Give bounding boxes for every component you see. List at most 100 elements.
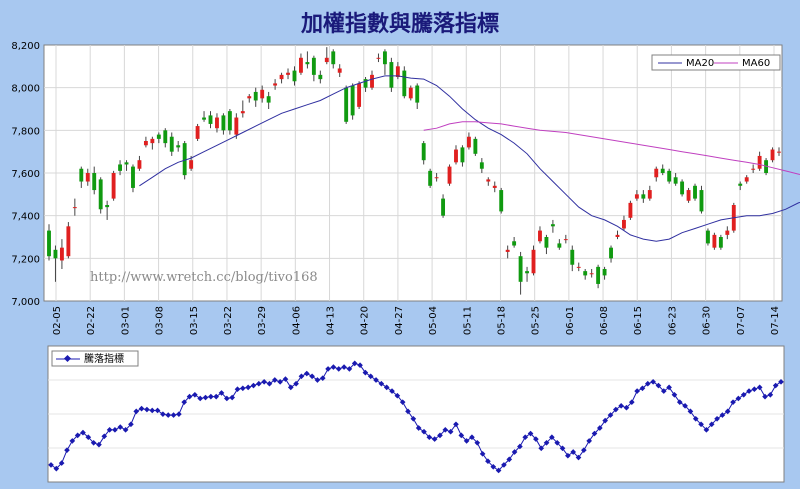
adl-point — [405, 408, 411, 415]
candle-body — [337, 68, 342, 73]
candle-body — [408, 87, 413, 99]
candle-body — [667, 170, 672, 182]
candle-body — [609, 247, 613, 259]
adl-point — [453, 421, 459, 428]
adl-point — [431, 436, 438, 442]
candle-body — [576, 266, 581, 268]
adl-point — [234, 386, 241, 393]
candle-body — [602, 269, 607, 276]
adl-point — [122, 427, 129, 433]
candle-body — [59, 247, 64, 261]
adl-point — [527, 430, 534, 437]
candle-body — [454, 149, 458, 163]
candle-body — [473, 138, 478, 154]
candle-body — [486, 179, 491, 182]
adl-point — [772, 382, 779, 389]
adl-point — [559, 445, 566, 452]
candle-body — [247, 96, 252, 99]
adl-point — [138, 405, 145, 412]
adl-points — [48, 360, 784, 474]
chart-title: 加權指數與騰落指標 — [300, 12, 499, 37]
candle-body — [72, 207, 77, 209]
candle-body — [331, 51, 336, 65]
candle-body — [292, 70, 297, 82]
candle-body — [751, 168, 756, 170]
adl-point — [543, 439, 550, 446]
candle-body — [318, 74, 323, 80]
adl-point — [554, 439, 561, 446]
adl-point — [607, 412, 614, 418]
candle-body — [234, 117, 239, 135]
adl-point — [644, 380, 651, 387]
adl-point — [346, 366, 353, 372]
price-x-axis: 02-05 02-22 03-01 03-08 03-15 03-22 03-29 04-06… — [52, 306, 781, 335]
adl-point — [618, 403, 624, 409]
adl-point — [106, 427, 113, 433]
adl-point — [335, 366, 342, 372]
adl-point — [575, 454, 582, 461]
candle-body — [118, 164, 122, 171]
candle-body — [738, 183, 743, 186]
price-x-tick: 03-22 — [223, 306, 234, 335]
candle-body — [202, 117, 206, 120]
adl-point — [202, 394, 209, 401]
watermark: http://www.wretch.cc/blog/tivo168 — [90, 270, 318, 285]
adl-point — [64, 447, 70, 453]
candle-body — [260, 89, 265, 99]
adl-point — [756, 384, 763, 391]
adl-point — [90, 439, 97, 446]
candle-body — [563, 239, 568, 241]
adl-point — [293, 380, 299, 387]
candle-body — [227, 111, 232, 131]
candle-body — [699, 190, 704, 212]
adl-point — [650, 379, 656, 385]
adl-point — [511, 449, 518, 455]
candle-body — [131, 166, 135, 188]
adl-point — [714, 415, 720, 422]
candle-body — [279, 74, 284, 80]
candle-body — [544, 237, 549, 248]
candle-body — [98, 179, 103, 210]
price-y-tick: 7,200 — [11, 254, 40, 265]
candle-body — [150, 138, 155, 144]
candle-body — [324, 57, 329, 63]
adl-point — [144, 406, 150, 413]
adl-point — [410, 415, 417, 422]
candle-body — [137, 160, 142, 169]
price-x-tick: 06-15 — [633, 306, 644, 335]
candle-body — [111, 173, 116, 199]
candle-body — [240, 111, 245, 114]
candle-body — [428, 170, 433, 186]
adl-point — [581, 447, 587, 453]
adl-point — [517, 443, 523, 450]
candle-body — [686, 190, 691, 201]
adl-point — [490, 463, 497, 470]
adl-point — [687, 408, 694, 415]
adl-point — [261, 379, 267, 385]
price-x-tick: 03-29 — [257, 306, 268, 335]
adl-point — [128, 421, 134, 428]
candle-body — [415, 85, 420, 103]
candle-body — [531, 249, 536, 274]
adl-point — [485, 458, 491, 465]
candle-body — [189, 160, 194, 169]
candle-body — [654, 168, 659, 178]
candle-body — [680, 181, 685, 195]
candle-body — [512, 241, 517, 246]
candle-body — [479, 162, 484, 169]
adl-point — [239, 385, 246, 392]
adl-point — [399, 399, 406, 405]
candle-body — [615, 234, 620, 237]
adl-point — [666, 384, 672, 391]
adl-point — [351, 360, 358, 367]
candle-body — [421, 143, 426, 161]
candle-body — [434, 177, 439, 179]
adl-point — [501, 462, 507, 468]
candle-body — [370, 74, 374, 88]
adl-point — [474, 439, 481, 446]
adl-point — [266, 380, 273, 387]
candle-body — [344, 87, 349, 122]
candle-body — [744, 177, 749, 182]
candle-body — [47, 230, 51, 257]
